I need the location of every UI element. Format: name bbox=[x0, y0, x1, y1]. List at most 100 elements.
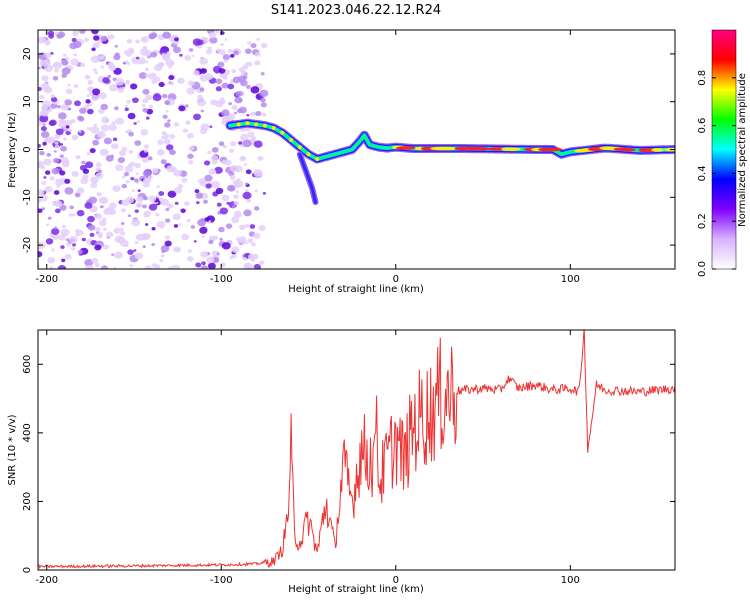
noise-blob bbox=[201, 261, 206, 266]
noise-blob bbox=[82, 174, 89, 180]
noise-blob bbox=[54, 200, 63, 207]
snr-x-tick-label: -200 bbox=[35, 575, 58, 586]
noise-blob bbox=[100, 65, 105, 69]
noise-blob bbox=[142, 98, 149, 104]
noise-blob bbox=[92, 179, 98, 184]
noise-blob bbox=[229, 148, 235, 153]
noise-blob bbox=[112, 185, 121, 193]
noise-blob bbox=[54, 144, 60, 149]
noise-blob bbox=[110, 154, 114, 158]
noise-blob bbox=[145, 116, 150, 120]
noise-blob bbox=[253, 263, 262, 269]
noise-blob bbox=[123, 172, 130, 177]
noise-blob bbox=[227, 48, 233, 54]
noise-blob bbox=[183, 201, 190, 207]
noise-blob bbox=[187, 80, 195, 87]
noise-blob bbox=[152, 93, 162, 102]
noise-blob bbox=[56, 63, 62, 68]
noise-blob bbox=[192, 70, 200, 76]
noise-blob bbox=[87, 215, 95, 223]
noise-blob bbox=[100, 103, 109, 111]
noise-blob bbox=[74, 100, 81, 107]
noise-blob bbox=[259, 89, 269, 98]
noise-blob bbox=[100, 36, 107, 42]
noise-blob bbox=[231, 69, 237, 74]
noise-blob bbox=[187, 249, 192, 253]
noise-blob bbox=[188, 48, 194, 52]
noise-blob bbox=[120, 231, 126, 236]
noise-blob bbox=[225, 223, 233, 229]
noise-blob bbox=[75, 154, 81, 160]
noise-blob bbox=[167, 52, 171, 56]
noise-blob bbox=[89, 232, 95, 237]
noise-blob bbox=[38, 208, 43, 213]
noise-blob bbox=[117, 87, 124, 93]
noise-blob bbox=[134, 209, 139, 213]
noise-blob bbox=[44, 52, 52, 59]
noise-blob bbox=[66, 242, 71, 247]
noise-blob bbox=[42, 141, 47, 146]
noise-blob bbox=[135, 172, 139, 176]
noise-blob bbox=[111, 143, 119, 150]
noise-blob bbox=[197, 218, 206, 227]
noise-blob bbox=[221, 242, 231, 250]
noise-blob bbox=[238, 141, 243, 145]
noise-blob bbox=[150, 32, 158, 38]
noise-blob bbox=[186, 87, 195, 95]
noise-blob bbox=[148, 72, 157, 80]
noise-blob bbox=[237, 236, 247, 244]
noise-blob bbox=[64, 253, 72, 260]
noise-blob bbox=[56, 184, 60, 188]
noise-blob bbox=[160, 254, 165, 258]
noise-blob bbox=[155, 212, 160, 217]
noise-blob bbox=[121, 183, 127, 189]
noise-blob bbox=[71, 37, 77, 43]
noise-blob bbox=[50, 52, 54, 55]
noise-blob bbox=[114, 251, 123, 259]
noise-blob bbox=[234, 182, 241, 188]
noise-blob bbox=[226, 201, 231, 205]
noise-blob bbox=[83, 37, 90, 42]
noise-blob bbox=[40, 165, 45, 170]
noise-blob bbox=[203, 160, 211, 166]
noise-blob bbox=[128, 131, 134, 137]
noise-blob bbox=[82, 168, 90, 174]
noise-blob bbox=[165, 235, 170, 240]
noise-blob bbox=[143, 144, 150, 149]
noise-blob bbox=[64, 178, 71, 184]
noise-blob bbox=[212, 235, 219, 241]
noise-blob bbox=[50, 227, 60, 235]
noise-blob bbox=[93, 35, 100, 41]
ridge-branch-inner bbox=[298, 152, 317, 204]
noise-blob bbox=[95, 172, 104, 179]
noise-blob bbox=[84, 202, 93, 209]
noise-blob bbox=[41, 131, 50, 139]
noise-blob bbox=[91, 94, 99, 101]
noise-blob bbox=[39, 194, 48, 202]
noise-blob bbox=[52, 157, 60, 164]
noise-blob bbox=[95, 227, 101, 232]
noise-blob bbox=[142, 245, 146, 249]
noise-blob bbox=[92, 139, 100, 146]
noise-blob bbox=[94, 262, 100, 268]
noise-blob bbox=[211, 146, 219, 153]
noise-blob bbox=[121, 199, 130, 207]
noise-blob bbox=[231, 216, 240, 224]
noise-blob bbox=[70, 58, 79, 66]
noise-blob bbox=[86, 151, 91, 156]
noise-blob bbox=[256, 37, 260, 41]
spectrogram-x-tick-label: 0 bbox=[393, 274, 399, 285]
noise-blob bbox=[178, 223, 182, 226]
snr-y-axis-label: SNR (10 * v/v) bbox=[7, 414, 18, 485]
colorbar: 0.0 0.2 0.4 0.6 0.8 Normalized spectral ampl… bbox=[697, 29, 748, 277]
noise-blob bbox=[227, 184, 236, 192]
noise-blob bbox=[229, 175, 236, 180]
noise-blob bbox=[92, 68, 97, 72]
noise-blob bbox=[54, 208, 61, 214]
noise-blob bbox=[113, 227, 121, 234]
noise-blob bbox=[72, 243, 77, 247]
noise-blob bbox=[111, 253, 115, 257]
noise-blob bbox=[125, 180, 130, 184]
noise-blob bbox=[120, 222, 125, 226]
